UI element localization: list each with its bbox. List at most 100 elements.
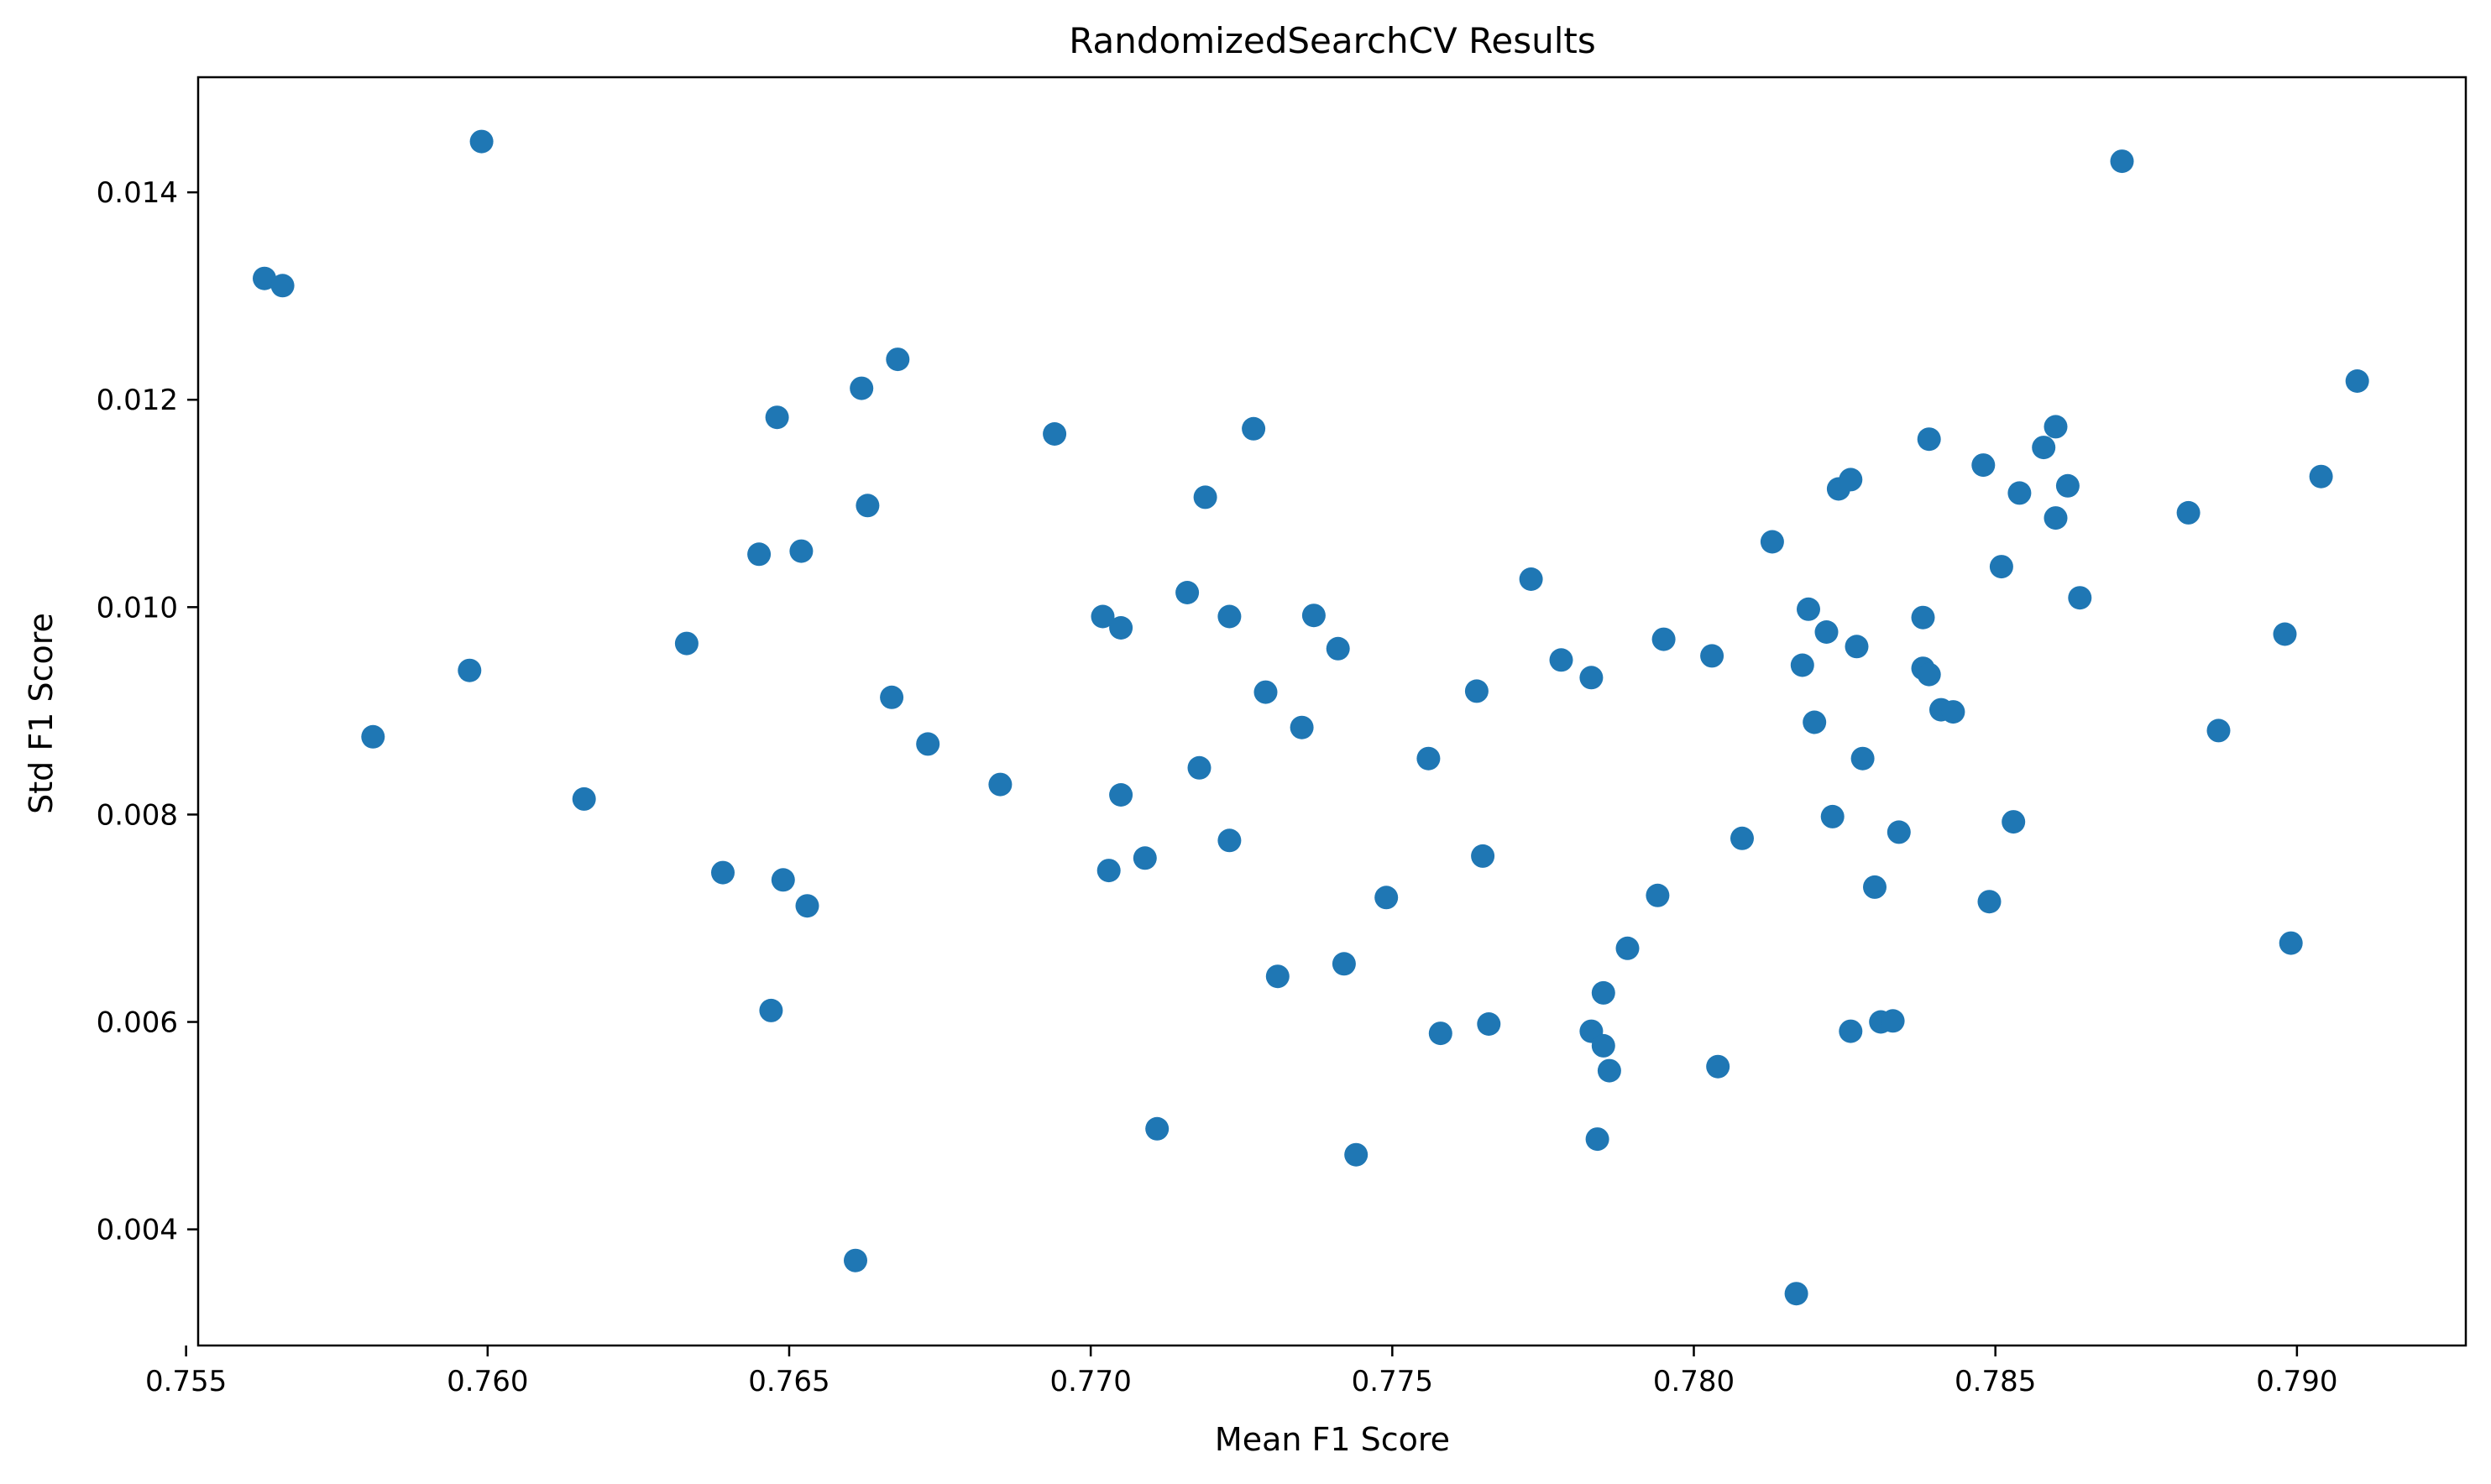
- data-point: [1193, 485, 1217, 509]
- y-tick-label: 0.010: [97, 591, 178, 624]
- data-point: [1977, 890, 2002, 914]
- data-point: [1797, 597, 1820, 621]
- data-point: [1265, 964, 1290, 989]
- data-point: [1091, 604, 1115, 629]
- data-point: [270, 274, 295, 298]
- data-point: [1109, 783, 1133, 807]
- data-point: [1471, 844, 1495, 868]
- data-point: [1730, 826, 1754, 850]
- data-point: [1253, 680, 1278, 704]
- data-point: [759, 998, 783, 1022]
- data-point: [1850, 746, 1875, 771]
- data-point: [674, 631, 699, 656]
- data-point: [1820, 804, 1845, 828]
- data-point: [2055, 473, 2080, 498]
- data-point: [2007, 481, 2032, 505]
- data-point: [1760, 530, 1784, 554]
- y-tick-label: 0.008: [97, 798, 178, 832]
- data-point: [1549, 648, 1573, 672]
- data-point: [1133, 846, 1157, 870]
- y-tick-label: 0.012: [97, 384, 178, 417]
- data-point: [1585, 1127, 1609, 1152]
- data-point: [2032, 436, 2056, 460]
- data-point: [1579, 666, 1604, 690]
- data-point: [1301, 604, 1326, 628]
- data-point: [1971, 453, 1996, 478]
- data-point: [2309, 464, 2333, 489]
- data-point: [1646, 883, 1670, 907]
- data-point: [1187, 755, 1211, 780]
- y-axis-label: Std F1 Score: [23, 613, 60, 814]
- data-point: [2273, 622, 2297, 646]
- chart-title: RandomizedSearchCV Results: [1069, 20, 1595, 61]
- data-point: [1887, 820, 1911, 844]
- data-point: [1416, 746, 1441, 771]
- y-tick-label: 0.004: [97, 1214, 178, 1247]
- data-point: [2176, 500, 2201, 525]
- data-point: [458, 658, 482, 682]
- data-point: [1784, 1282, 1808, 1306]
- y-tick-label: 0.006: [97, 1006, 178, 1040]
- plot-border: [196, 76, 2467, 1347]
- data-point: [1096, 859, 1121, 883]
- data-point: [844, 1248, 867, 1272]
- data-point: [1145, 1116, 1170, 1141]
- data-points: [253, 129, 2369, 1306]
- data-point: [2110, 149, 2134, 174]
- data-point: [2206, 718, 2231, 743]
- data-point: [1332, 952, 1356, 976]
- data-point: [988, 772, 1013, 797]
- x-tick-label: 0.760: [447, 1365, 528, 1398]
- data-point: [253, 266, 276, 290]
- data-point: [1242, 416, 1266, 441]
- data-point: [1043, 422, 1067, 446]
- data-point: [711, 860, 735, 885]
- data-point: [771, 868, 795, 892]
- data-point: [1519, 567, 1543, 591]
- x-axis-label: Mean F1 Score: [1215, 1421, 1450, 1458]
- data-point: [469, 129, 494, 154]
- data-point: [572, 786, 596, 811]
- data-point: [789, 539, 814, 563]
- data-point: [1989, 555, 2013, 579]
- data-point: [1344, 1142, 1368, 1167]
- data-point: [1814, 620, 1839, 644]
- data-point: [1477, 1012, 1501, 1036]
- data-point: [886, 347, 910, 372]
- data-point: [1911, 605, 1935, 630]
- data-point: [1790, 653, 1814, 677]
- data-point: [856, 494, 880, 518]
- data-point: [1428, 1022, 1452, 1046]
- data-point: [1591, 1033, 1615, 1058]
- data-point: [1597, 1058, 1621, 1083]
- x-tick-label: 0.775: [1352, 1365, 1433, 1398]
- data-point: [747, 542, 772, 567]
- data-point: [1374, 886, 1399, 910]
- y-axis-ticks: 0.004 0.006 0.008 0.010 0.012 0.014: [97, 176, 198, 1247]
- data-point: [1706, 1054, 1730, 1079]
- y-tick-label: 0.014: [97, 176, 178, 210]
- data-point: [1326, 636, 1350, 661]
- data-point: [1464, 679, 1489, 703]
- data-point: [1217, 604, 1242, 629]
- plot-frame: [196, 76, 2467, 1347]
- data-point: [1845, 635, 1869, 659]
- data-point: [1941, 700, 1965, 724]
- x-tick-label: 0.770: [1049, 1365, 1131, 1398]
- data-point: [916, 732, 940, 756]
- data-point: [2044, 506, 2068, 530]
- x-tick-label: 0.790: [2256, 1365, 2337, 1398]
- data-point: [2002, 810, 2026, 834]
- data-point: [1175, 581, 1200, 604]
- data-point: [850, 376, 874, 400]
- data-point: [1863, 875, 1887, 899]
- data-point: [1917, 662, 1941, 687]
- data-point: [2279, 931, 2303, 955]
- data-point: [2044, 415, 2068, 439]
- data-point: [2068, 586, 2092, 610]
- data-point: [1615, 936, 1640, 960]
- data-point: [1651, 627, 1676, 651]
- x-tick-label: 0.785: [1955, 1365, 2036, 1398]
- data-point: [1803, 710, 1827, 734]
